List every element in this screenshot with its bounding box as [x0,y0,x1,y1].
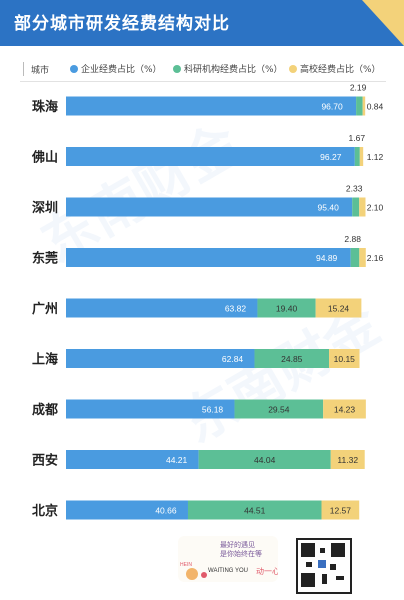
data-label: 2.19 [350,83,367,93]
bar-enterprise [66,197,353,217]
legend-dot-research [173,65,181,73]
data-label: 40.66 [155,506,177,516]
category-label: 上海 [32,352,58,368]
legend-item-university: 高校经费占比（%） [289,62,381,75]
bar-enterprise [66,96,357,116]
bar-research [350,248,360,267]
data-label: 56.18 [202,405,224,415]
svg-text:动一心: 动一心 [256,566,278,576]
bar-university [362,96,366,116]
legend-dot-university [289,65,297,73]
chart-title: 部分城市研发经费结构对比 [14,14,230,34]
bar-university [321,500,360,520]
title-accent-triangle [362,0,404,46]
bar-enterprise [66,248,351,267]
legend-label-enterprise: 企业经费占比（%） [81,65,162,75]
data-label: 12.57 [330,506,352,516]
bar-research [234,399,324,419]
category-label: 西安 [32,453,58,469]
bar-university [359,147,364,166]
bar-enterprise [66,399,235,419]
data-label: 14.23 [334,405,356,415]
data-label: 96.70 [321,102,343,112]
bar-university [323,399,366,419]
bar-university [315,298,362,318]
data-label: 1.67 [349,133,366,143]
data-label: 44.21 [166,455,188,465]
data-label: 2.10 [367,203,384,213]
header-underline [20,81,386,82]
bar-enterprise [66,500,188,520]
svg-text:HEIN: HEIN [180,562,192,568]
bar-enterprise [66,147,355,166]
data-label: 63.82 [225,304,247,314]
bar-research [257,298,316,318]
svg-text:最好的遇见: 最好的遇见 [220,540,255,549]
data-label: 44.04 [254,455,276,465]
data-label: 10.15 [334,354,356,364]
data-label: 95.40 [318,203,340,213]
data-label: 15.24 [328,304,350,314]
category-label: 深圳 [32,200,58,216]
category-label: 广州 [32,301,58,317]
title-bar: 部分城市研发经费结构对比 [0,0,404,46]
category-label: 珠海 [32,99,58,115]
bar-research [352,197,360,217]
data-label: 94.89 [316,253,338,263]
data-label: 2.33 [346,184,363,194]
data-label: 24.85 [281,354,303,364]
qr-code [296,538,352,594]
svg-text:WAITING YOU: WAITING YOU [208,568,248,574]
category-label: 成都 [32,402,58,418]
legend-label-university: 高校经费占比（%） [300,65,381,75]
header-divider [23,62,24,76]
legend-item-enterprise: 企业经费占比（%） [70,62,162,75]
data-label: 96.27 [320,152,342,162]
bar-enterprise [66,298,258,318]
data-label: 2.88 [344,234,361,244]
bar-university [330,450,365,469]
legend-label-research: 科研机构经费占比（%） [184,65,283,75]
data-label: 29.54 [268,405,290,415]
category-label: 北京 [32,503,58,519]
bar-enterprise [66,349,255,368]
data-label: 19.40 [276,304,298,314]
data-label: 0.84 [367,102,384,112]
city-column-header: 城市 [31,66,50,76]
bar-research [254,349,330,368]
bar-research [198,450,331,469]
bar-university [359,197,366,217]
category-label: 佛山 [31,150,58,166]
bar-research [356,96,363,116]
bar-university [329,349,360,368]
legend-item-research: 科研机构经费占比（%） [173,62,283,75]
data-label: 2.16 [367,253,384,263]
bar-research [354,147,360,166]
bar-enterprise [66,450,199,469]
data-label: 62.84 [222,354,244,364]
bar-university [359,248,366,267]
category-label: 东莞 [32,251,58,267]
sticker-illustration: 最好的遇见 是你始终在等 WAITING YOU 动一心 HEIN [178,536,278,582]
data-label: 44.51 [244,506,266,516]
legend-dot-enterprise [70,65,78,73]
svg-text:是你始终在等: 是你始终在等 [220,549,262,558]
data-label: 11.32 [337,455,358,465]
bar-research [187,500,322,520]
data-label: 1.12 [367,152,384,162]
